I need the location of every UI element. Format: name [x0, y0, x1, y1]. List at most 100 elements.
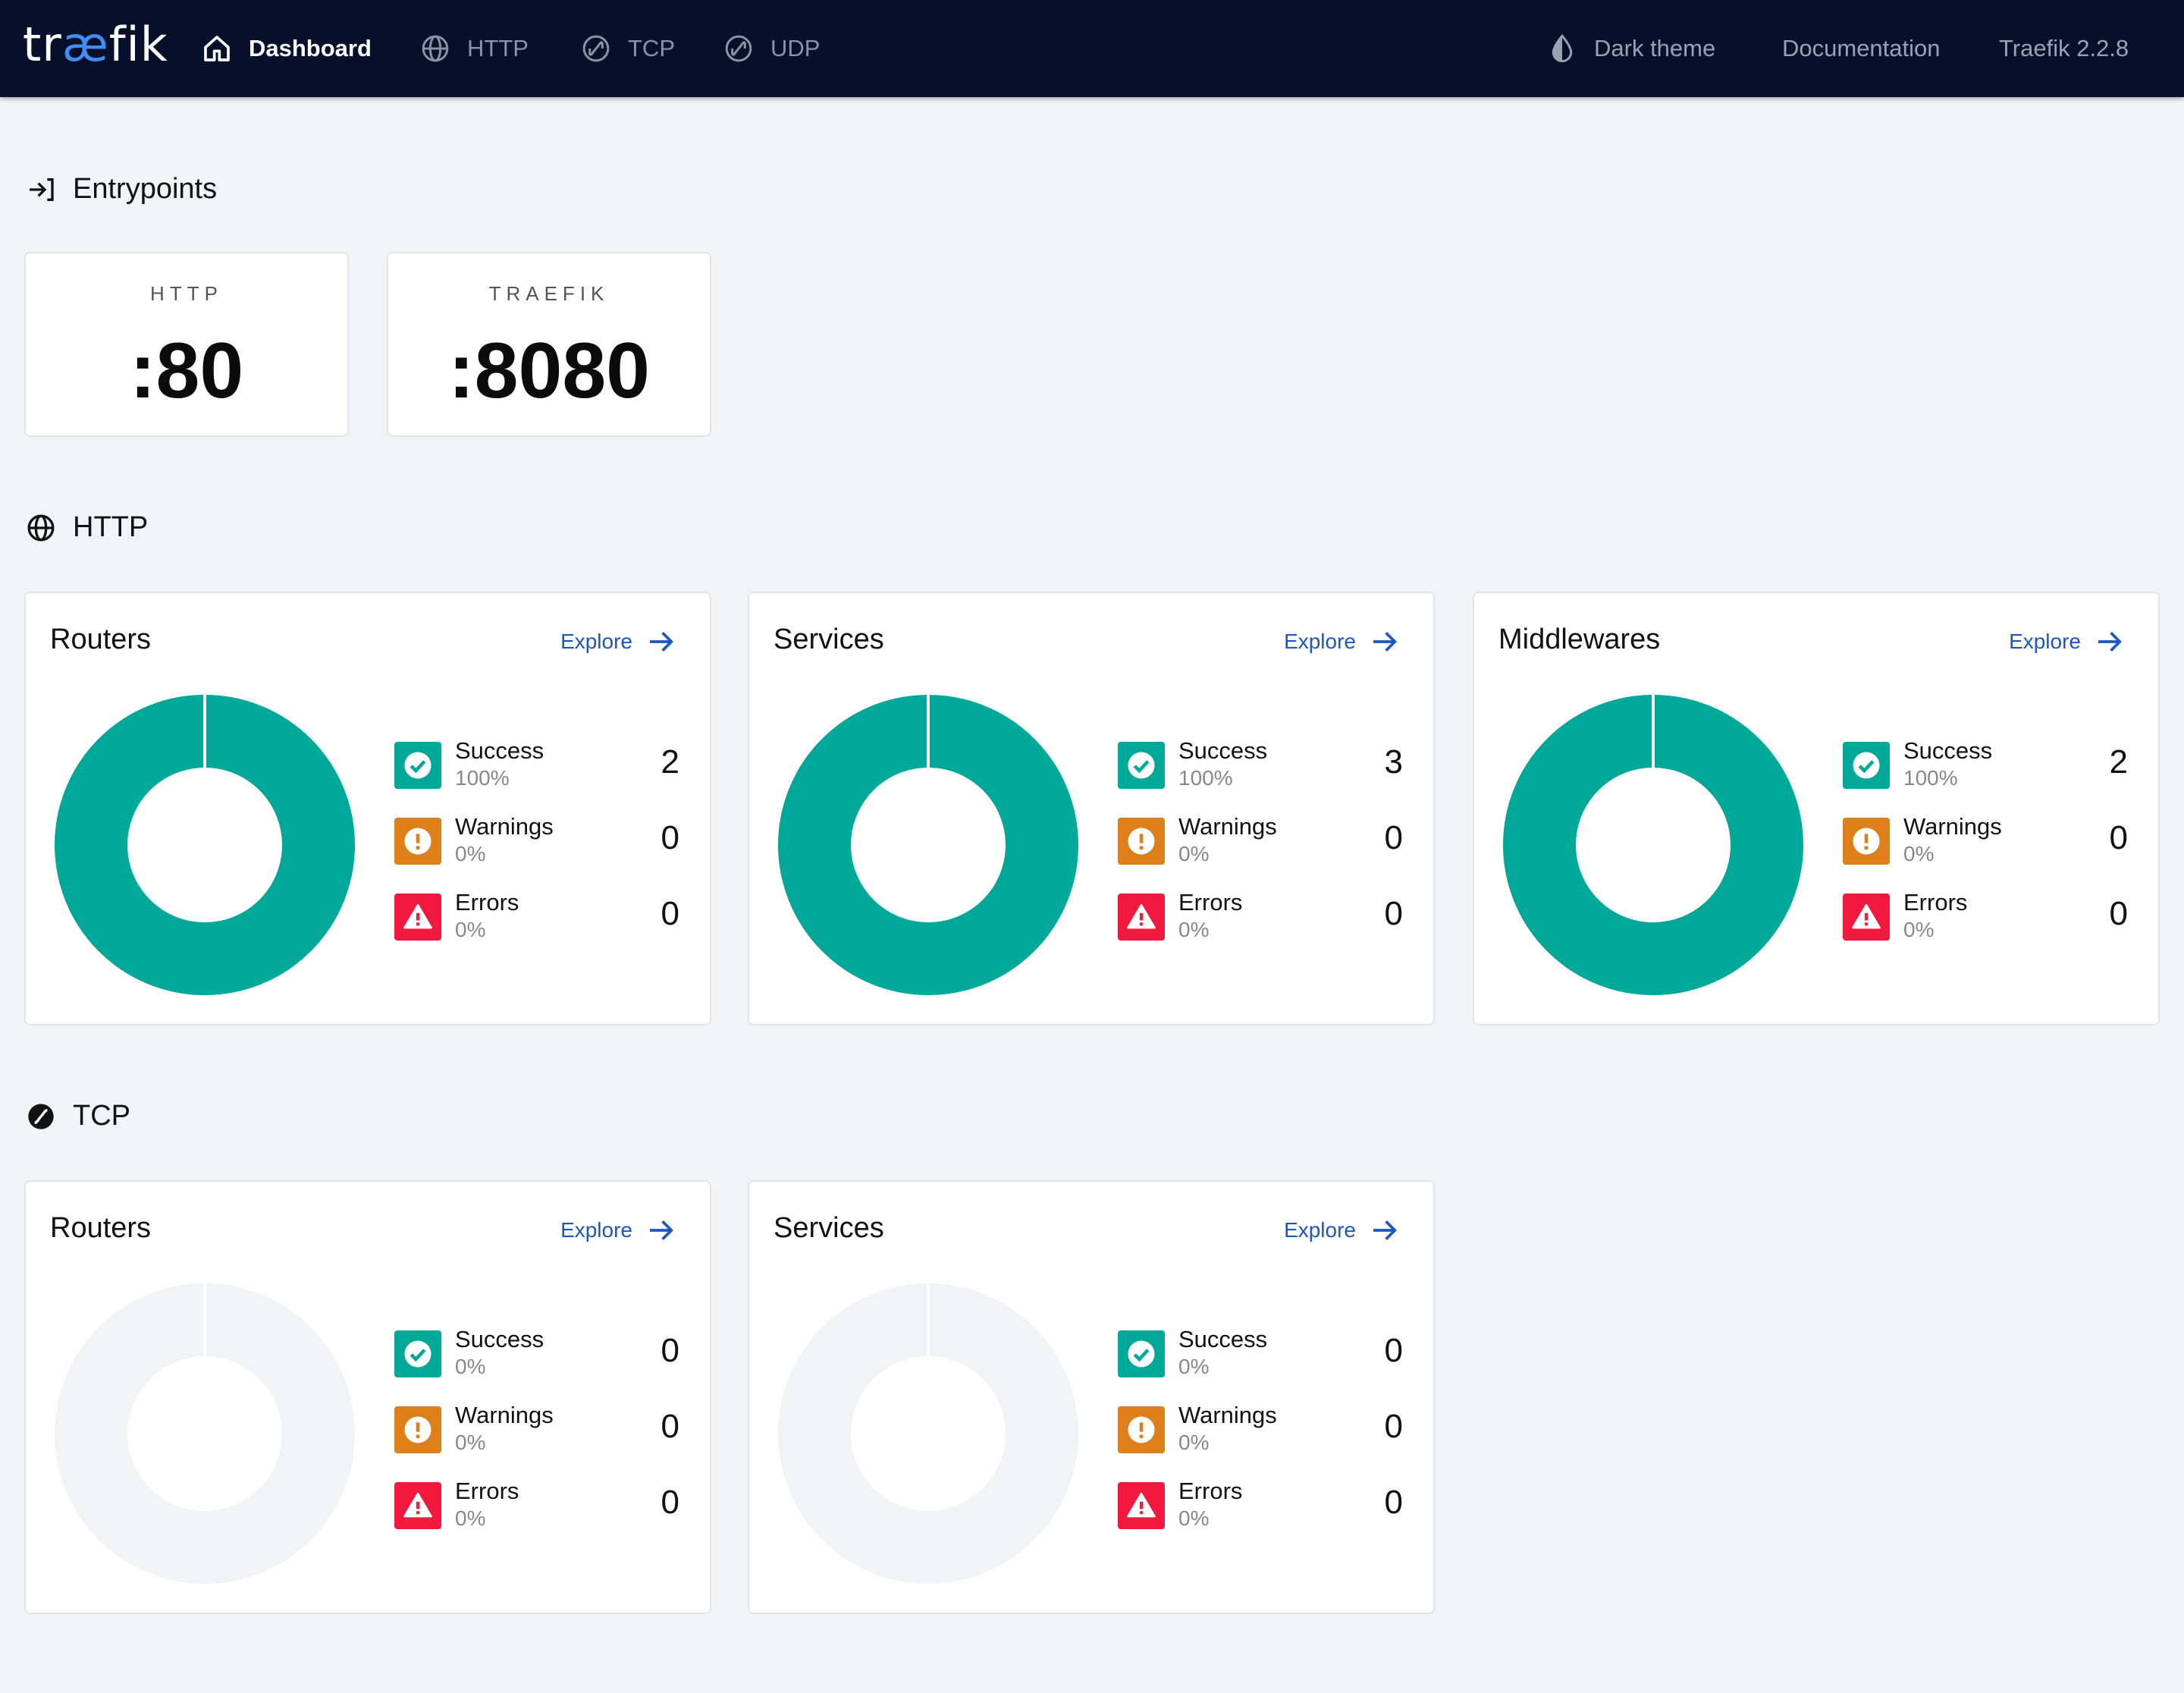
home-icon — [204, 36, 230, 61]
legend-count: 0 — [661, 1408, 679, 1445]
nav-dashboard[interactable]: Dashboard — [202, 0, 372, 97]
explore-link[interactable]: Explore — [560, 627, 676, 657]
nav-dashboard-label: Dashboard — [249, 35, 372, 61]
legend-percent: 0% — [455, 918, 486, 941]
legend-count: 0 — [1384, 1408, 1403, 1445]
legend-percent: 0% — [1178, 918, 1210, 941]
legend-row-error[interactable]: Errors 0% 0 — [1118, 1478, 1410, 1558]
explore-link[interactable]: Explore — [1284, 1215, 1400, 1245]
nav-tcp-label: TCP — [628, 35, 675, 61]
legend-row-success[interactable]: Success 0% 0 — [1118, 1326, 1410, 1406]
arrow-right-icon — [650, 1220, 673, 1240]
legend-row-success[interactable]: Success 100% 3 — [1118, 737, 1410, 818]
status-donut-chart — [778, 693, 1078, 995]
legend-row-error[interactable]: Errors 0% 0 — [1843, 889, 2135, 969]
legend-count: 0 — [661, 895, 679, 932]
status-legend: Success 100% 2 Warnings 0% 0 Errors 0% 0 — [1843, 737, 2135, 969]
status-donut-chart — [55, 693, 355, 995]
udp-icon — [725, 35, 752, 62]
legend-label: Warnings — [1178, 1402, 1277, 1428]
legend-count: 0 — [1384, 1484, 1403, 1521]
http-middlewares-card: Middlewares Explore Success 100% 2 Warnings 0%… — [1473, 592, 2160, 1026]
legend-percent: 0% — [455, 1355, 486, 1378]
legend-percent: 0% — [455, 1506, 486, 1530]
legend-label: Success — [455, 1326, 544, 1352]
top-navbar: træfik Dashboard HTTP TCP UDP Dark theme… — [0, 0, 2184, 97]
legend-row-success[interactable]: Success 0% 0 — [394, 1326, 687, 1406]
legend-row-error[interactable]: Errors 0% 0 — [1118, 889, 1410, 969]
dark-theme-toggle[interactable]: Dark theme — [1547, 0, 1715, 97]
legend-row-warning[interactable]: Warnings 0% 0 — [1118, 813, 1410, 894]
legend-count: 3 — [1384, 743, 1403, 781]
legend-percent: 100% — [1903, 766, 1958, 790]
legend-label: Errors — [1178, 889, 1243, 916]
legend-label: Errors — [1903, 889, 1968, 916]
documentation-label: Documentation — [1782, 35, 1941, 61]
legend-percent: 0% — [1178, 1431, 1210, 1454]
card-title: Middlewares — [1498, 623, 1661, 655]
traefik-logo[interactable]: træfik — [23, 17, 168, 72]
legend-row-warning[interactable]: Warnings 0% 0 — [1118, 1402, 1410, 1482]
legend-label: Warnings — [1178, 813, 1277, 840]
http-services-card: Services Explore Success 100% 3 Warnings 0% 0 Er… — [748, 592, 1435, 1026]
legend-label: Warnings — [455, 1402, 554, 1428]
exclamation-circle-icon — [1118, 1406, 1165, 1453]
legend-label: Success — [455, 737, 544, 764]
entrypoints-heading: Entrypoints — [26, 173, 217, 206]
legend-count: 0 — [1384, 819, 1403, 856]
arrow-right-icon — [1373, 632, 1397, 652]
legend-percent: 0% — [1178, 1506, 1210, 1530]
entrypoints-title: Entrypoints — [73, 173, 218, 205]
legend-percent: 100% — [455, 766, 510, 790]
http-routers-card: Routers Explore Success 100% 2 Warnings 0% 0 Err… — [24, 592, 711, 1026]
check-circle-icon — [394, 742, 441, 789]
legend-row-success[interactable]: Success 100% 2 — [1843, 737, 2135, 818]
tcp-heading: TCP — [26, 1100, 130, 1132]
explore-link[interactable]: Explore — [560, 1215, 676, 1245]
warning-triangle-icon — [1843, 894, 1890, 941]
http-heading: HTTP — [26, 511, 148, 544]
check-circle-icon — [1118, 742, 1165, 789]
nav-udp[interactable]: UDP — [723, 0, 820, 97]
warning-triangle-icon — [1118, 1482, 1165, 1529]
explore-link[interactable]: Explore — [1284, 627, 1400, 657]
card-title: Routers — [50, 1212, 152, 1244]
explore-label: Explore — [560, 630, 632, 653]
status-donut-chart — [55, 1282, 355, 1584]
legend-count: 0 — [1384, 895, 1403, 932]
nav-http[interactable]: HTTP — [420, 0, 529, 97]
check-circle-icon — [1118, 1330, 1165, 1377]
legend-label: Warnings — [1903, 813, 2002, 840]
check-circle-icon — [1843, 742, 1890, 789]
exclamation-circle-icon — [394, 1406, 441, 1453]
nav-documentation[interactable]: Documentation — [1782, 0, 1941, 97]
warning-triangle-icon — [394, 1482, 441, 1529]
contrast-drop-icon — [1552, 34, 1573, 63]
legend-count: 0 — [2109, 895, 2128, 932]
legend-row-error[interactable]: Errors 0% 0 — [394, 889, 687, 969]
legend-row-success[interactable]: Success 100% 2 — [394, 737, 687, 818]
nav-version[interactable]: Traefik 2.2.8 — [1999, 0, 2129, 97]
card-title: Services — [774, 1212, 884, 1244]
legend-row-warning[interactable]: Warnings 0% 0 — [1843, 813, 2135, 894]
nav-tcp[interactable]: TCP — [581, 0, 675, 97]
legend-row-warning[interactable]: Warnings 0% 0 — [394, 1402, 687, 1482]
legend-row-warning[interactable]: Warnings 0% 0 — [394, 813, 687, 894]
entrypoint-port: :8080 — [448, 327, 650, 415]
tcp-routers-card: Routers Explore Success 0% 0 Warnings 0% 0 Error… — [24, 1180, 711, 1614]
entrypoint-port: :80 — [129, 327, 244, 415]
legend-label: Success — [1903, 737, 1993, 764]
globe-icon — [422, 35, 449, 62]
legend-percent: 0% — [455, 1431, 486, 1454]
legend-row-error[interactable]: Errors 0% 0 — [394, 1478, 687, 1558]
arrow-right-icon — [1373, 1220, 1397, 1240]
exclamation-circle-icon — [1118, 818, 1165, 865]
legend-count: 0 — [661, 819, 679, 856]
legend-percent: 0% — [1178, 1355, 1210, 1378]
tcp-icon — [582, 35, 610, 62]
entrypoint-arrow-icon — [30, 177, 54, 201]
legend-label: Success — [1178, 737, 1268, 764]
explore-label: Explore — [2009, 630, 2081, 653]
legend-percent: 0% — [1903, 842, 1935, 865]
explore-link[interactable]: Explore — [2009, 627, 2125, 657]
